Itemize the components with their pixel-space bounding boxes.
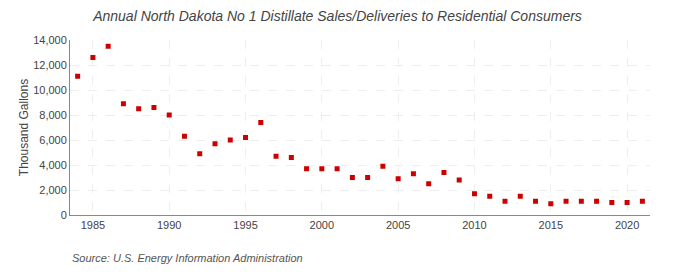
svg-text:2020: 2020	[615, 219, 639, 231]
svg-text:Thousand Gallons: Thousand Gallons	[17, 79, 31, 176]
svg-text:4,000: 4,000	[39, 159, 67, 171]
svg-text:10,000: 10,000	[33, 84, 67, 96]
svg-text:12,000: 12,000	[33, 59, 67, 71]
svg-text:2010: 2010	[462, 219, 486, 231]
svg-text:2,000: 2,000	[39, 184, 67, 196]
svg-text:1985: 1985	[81, 219, 105, 231]
svg-text:0: 0	[61, 209, 67, 221]
svg-text:1990: 1990	[157, 219, 181, 231]
svg-text:1995: 1995	[233, 219, 257, 231]
svg-text:8,000: 8,000	[39, 109, 67, 121]
svg-text:2015: 2015	[539, 219, 563, 231]
svg-text:Annual North Dakota No 1 Disti: Annual North Dakota No 1 Distillate Sale…	[92, 8, 582, 24]
svg-text:2005: 2005	[386, 219, 410, 231]
svg-text:Source: U.S. Energy Informatio: Source: U.S. Energy Information Administ…	[72, 252, 303, 264]
svg-text:2000: 2000	[310, 219, 334, 231]
svg-text:6,000: 6,000	[39, 134, 67, 146]
svg-text:14,000: 14,000	[33, 34, 67, 46]
